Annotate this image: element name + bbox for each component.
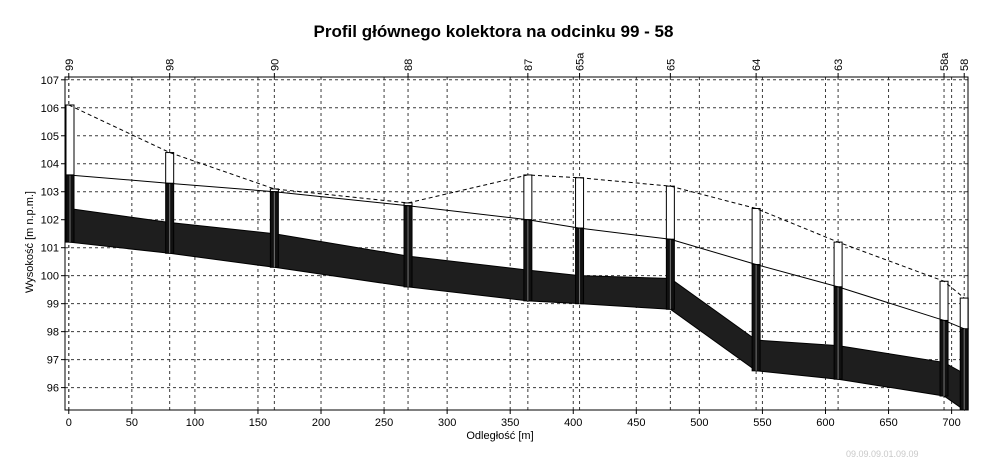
y-tick-label: 100 [41, 271, 59, 283]
x-tick-label: 200 [312, 417, 330, 429]
well-upper [751, 208, 761, 265]
x-tick-label: 0 [66, 417, 72, 429]
well-upper [833, 241, 843, 288]
y-tick-label: 103 [41, 187, 59, 199]
y-tick-label: 101 [41, 243, 59, 255]
y-tick-label: 107 [41, 75, 59, 87]
x-tick-label: 100 [186, 417, 204, 429]
series-solid-line [68, 174, 965, 330]
well-label: 58a [939, 52, 951, 71]
x-tick-label: 350 [501, 417, 519, 429]
corner-stamp: 09.09.09.01.09.09 [846, 449, 919, 459]
x-tick-label: 600 [816, 417, 834, 429]
x-tick-label: 700 [942, 417, 960, 429]
well-label: 87 [523, 59, 535, 71]
x-tick-label: 450 [627, 417, 645, 429]
x-tick-label: 150 [249, 417, 267, 429]
plot-frame [64, 76, 969, 411]
series-terrain-line [68, 104, 965, 299]
well-upper [523, 174, 533, 221]
y-tick-label: 102 [41, 215, 59, 227]
y-tick-label: 106 [41, 103, 59, 115]
well-label: 99 [64, 59, 76, 71]
well-upper [575, 177, 585, 229]
x-tick-label: 400 [564, 417, 582, 429]
well-label: 58 [959, 59, 971, 71]
y-tick-label: 98 [47, 327, 59, 339]
x-tick-label: 550 [753, 417, 771, 429]
well-label: 65a [575, 52, 587, 71]
well-label: 63 [833, 59, 845, 71]
x-tick-label: 650 [879, 417, 897, 429]
well-upper [665, 185, 675, 240]
y-tick-label: 99 [47, 299, 59, 311]
x-tick-label: 300 [438, 417, 456, 429]
well-label: 98 [165, 59, 177, 71]
well-upper [939, 280, 949, 321]
y-tick-label: 105 [41, 131, 59, 143]
well-label: 65 [665, 59, 677, 71]
well-label: 88 [403, 59, 415, 71]
x-axis-label: Odległość [m] [466, 430, 534, 442]
well-upper [65, 104, 75, 176]
well-upper [959, 297, 969, 330]
x-tick-label: 500 [690, 417, 708, 429]
y-axis-label: Wysokość [m n.p.m.] [24, 191, 36, 293]
well-upper [165, 152, 175, 184]
x-tick-label: 50 [126, 417, 138, 429]
y-tick-label: 104 [41, 159, 59, 171]
well-label: 64 [751, 59, 763, 71]
x-tick-label: 250 [375, 417, 393, 429]
y-tick-label: 97 [47, 355, 59, 367]
chart-title: Profil głównego kolektora na odcinku 99 … [313, 22, 674, 41]
well-label: 90 [269, 59, 281, 71]
y-tick-label: 96 [47, 383, 59, 395]
